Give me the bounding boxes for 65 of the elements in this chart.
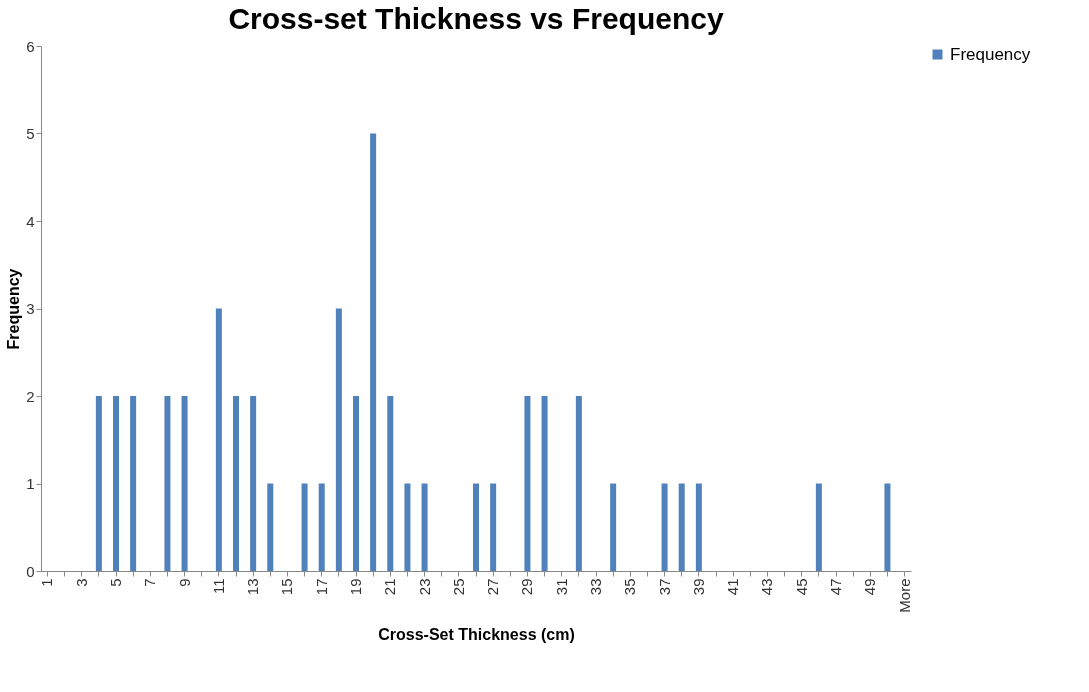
bar xyxy=(250,396,257,571)
legend-label: Frequency xyxy=(950,44,1031,64)
bar xyxy=(490,483,497,571)
x-tick-label: 19 xyxy=(347,578,364,596)
bar xyxy=(387,396,394,571)
x-tick-label: 23 xyxy=(415,578,433,596)
y-tick-label: 1 xyxy=(26,475,35,492)
x-tick-label: 39 xyxy=(689,578,707,596)
bar xyxy=(421,483,428,571)
x-tick-label: 15 xyxy=(278,578,296,596)
x-tick-label: 17 xyxy=(312,578,330,596)
bar xyxy=(695,483,702,571)
x-tick-label: 33 xyxy=(587,578,604,596)
bar xyxy=(335,308,342,571)
y-axis-title: Frequency xyxy=(5,268,23,350)
y-tick-label: 0 xyxy=(26,562,35,580)
x-tick-label: 1 xyxy=(38,578,56,587)
x-tick-label: 47 xyxy=(827,578,844,596)
y-tick-label: 6 xyxy=(26,37,35,55)
bar xyxy=(610,483,617,571)
x-tick-label: 3 xyxy=(72,578,90,587)
x-tick-label: 29 xyxy=(518,578,536,596)
x-tick-label: 49 xyxy=(861,578,879,596)
bar xyxy=(884,483,891,571)
y-tick-label: 3 xyxy=(26,300,35,317)
bar xyxy=(233,396,239,571)
bar xyxy=(678,483,685,571)
chart-title: Cross-set Thickness vs Frequency xyxy=(228,2,724,35)
y-tick-label: 2 xyxy=(26,387,35,405)
x-tick-label: 35 xyxy=(621,578,639,596)
x-tick-label: 43 xyxy=(758,578,776,596)
x-tick-label: 25 xyxy=(449,578,467,596)
y-tick-label: 4 xyxy=(26,212,35,230)
bar xyxy=(473,483,479,571)
bar xyxy=(181,396,188,571)
x-tick-label: 11 xyxy=(209,578,227,595)
bar xyxy=(353,396,359,571)
bar xyxy=(815,483,822,571)
x-tick-label: More xyxy=(895,578,913,613)
x-tick-label: 5 xyxy=(107,578,124,587)
bar xyxy=(370,133,377,571)
bar xyxy=(164,396,171,571)
x-tick-label: 9 xyxy=(175,578,193,587)
bar xyxy=(575,396,582,571)
x-tick-label: 27 xyxy=(484,578,502,596)
x-tick-label: 21 xyxy=(381,578,399,596)
bar xyxy=(404,483,411,571)
x-tick-label: 45 xyxy=(792,578,810,596)
x-axis-title: Cross-Set Thickness (cm) xyxy=(378,625,575,643)
x-tick-label: 41 xyxy=(724,578,742,596)
bar xyxy=(524,396,531,571)
bar xyxy=(267,483,274,571)
bar xyxy=(215,308,222,571)
bar xyxy=(113,396,119,571)
x-tick-label: 13 xyxy=(244,578,262,596)
bar xyxy=(301,483,308,571)
x-tick-label: 7 xyxy=(141,578,159,587)
y-tick-label: 5 xyxy=(26,125,35,142)
bar xyxy=(661,483,668,571)
x-tick-label: 37 xyxy=(655,578,673,596)
bar xyxy=(541,396,548,571)
bar xyxy=(318,483,325,571)
bar xyxy=(130,396,137,571)
x-tick-label: 31 xyxy=(552,578,570,596)
bar xyxy=(95,396,102,571)
